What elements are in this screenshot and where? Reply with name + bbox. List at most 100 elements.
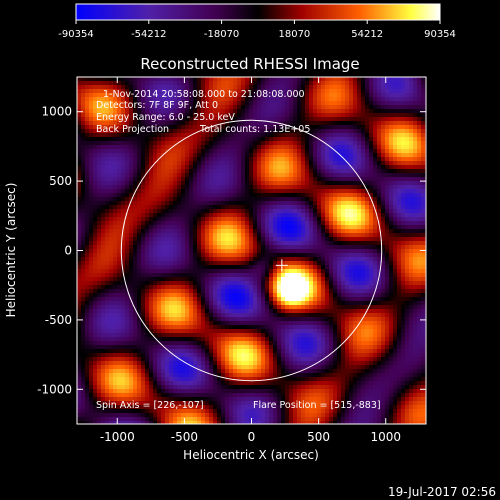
heatmap-cell — [417, 245, 421, 249]
heatmap-cell — [173, 209, 177, 213]
heatmap-cell — [401, 97, 405, 101]
heatmap-cell — [361, 189, 365, 193]
heatmap-cell — [201, 97, 205, 101]
heatmap-cell — [81, 265, 85, 269]
heatmap-cell — [209, 117, 213, 121]
heatmap-cell — [361, 213, 365, 217]
heatmap-cell — [233, 145, 237, 149]
heatmap-cell — [201, 129, 205, 133]
heatmap-cell — [185, 173, 189, 177]
heatmap-cell — [89, 297, 93, 301]
heatmap-cell — [121, 129, 125, 133]
heatmap-cell — [233, 133, 237, 137]
heatmap-cell — [293, 217, 297, 221]
heatmap-cell — [357, 141, 361, 145]
heatmap-cell — [229, 97, 233, 101]
heatmap-cell — [237, 261, 241, 265]
heatmap-cell — [165, 121, 169, 125]
heatmap-cell — [141, 289, 145, 293]
heatmap-cell — [297, 169, 301, 173]
heatmap-cell — [357, 169, 361, 173]
heatmap-cell — [157, 177, 161, 181]
heatmap-cell — [181, 149, 185, 153]
heatmap-cell — [229, 185, 233, 189]
heatmap-cell — [393, 177, 397, 181]
heatmap-cell — [349, 77, 353, 81]
heatmap-cell — [237, 189, 241, 193]
heatmap-cell — [317, 297, 321, 301]
heatmap-cell — [409, 113, 413, 117]
heatmap-cell — [213, 253, 217, 257]
heatmap-cell — [117, 153, 121, 157]
heatmap-cell — [293, 265, 297, 269]
heatmap-cell — [189, 265, 193, 269]
heatmap-cell — [97, 145, 101, 149]
heatmap-cell — [253, 129, 257, 133]
heatmap-cell — [193, 85, 197, 89]
heatmap-cell — [121, 141, 125, 145]
heatmap-cell — [241, 93, 245, 97]
heatmap-cell — [213, 201, 217, 205]
heatmap-cell — [161, 193, 165, 197]
heatmap-cell — [389, 241, 393, 245]
heatmap-cell — [241, 285, 245, 289]
heatmap-cell — [141, 245, 145, 249]
heatmap-cell — [329, 97, 333, 101]
heatmap-cell — [293, 137, 297, 141]
heatmap-cell — [105, 109, 109, 113]
heatmap-cell — [193, 133, 197, 137]
heatmap-cell — [273, 89, 277, 93]
heatmap-cell — [349, 161, 353, 165]
heatmap-cell — [333, 89, 337, 93]
heatmap-cell — [133, 173, 137, 177]
heatmap-cell — [309, 117, 313, 121]
heatmap-cell — [181, 201, 185, 205]
heatmap-cell — [289, 261, 293, 265]
heatmap-cell — [369, 289, 373, 293]
heatmap-cell — [261, 81, 265, 85]
heatmap-cell — [125, 273, 129, 277]
heatmap-cell — [221, 237, 225, 241]
heatmap-cell — [129, 253, 133, 257]
heatmap-cell — [285, 121, 289, 125]
heatmap-cell — [365, 125, 369, 129]
heatmap-cell — [293, 293, 297, 297]
heatmap-cell — [409, 205, 413, 209]
heatmap-cell — [297, 121, 301, 125]
heatmap-cell — [245, 261, 249, 265]
heatmap-cell — [333, 281, 337, 285]
heatmap-cell — [289, 193, 293, 197]
heatmap-cell — [245, 257, 249, 261]
heatmap-cell — [409, 217, 413, 221]
heatmap-cell — [249, 169, 253, 173]
heatmap-cell — [177, 293, 181, 297]
heatmap-cell — [257, 93, 261, 97]
heatmap-cell — [209, 269, 213, 273]
heatmap-cell — [169, 137, 173, 141]
heatmap-cell — [157, 181, 161, 185]
heatmap-cell — [221, 245, 225, 249]
heatmap-cell — [169, 193, 173, 197]
heatmap-cell — [165, 157, 169, 161]
heatmap-cell — [125, 269, 129, 273]
heatmap-cell — [193, 293, 197, 297]
heatmap-cell — [289, 137, 293, 141]
heatmap-cell — [293, 181, 297, 185]
heatmap-cell — [269, 213, 273, 217]
heatmap-cell — [225, 129, 229, 133]
heatmap-cell — [129, 193, 133, 197]
heatmap-cell — [409, 225, 413, 229]
heatmap-cell — [385, 169, 389, 173]
heatmap-cell — [173, 253, 177, 257]
heatmap-cell — [137, 125, 141, 129]
heatmap-cell — [285, 125, 289, 129]
heatmap-cell — [221, 289, 225, 293]
heatmap-cell — [237, 241, 241, 245]
heatmap-cell — [325, 97, 329, 101]
heatmap-cell — [209, 145, 213, 149]
heatmap-cell — [345, 105, 349, 109]
heatmap-cell — [113, 293, 117, 297]
heatmap-cell — [321, 165, 325, 169]
heatmap-cell — [89, 277, 93, 281]
heatmap-cell — [313, 201, 317, 205]
